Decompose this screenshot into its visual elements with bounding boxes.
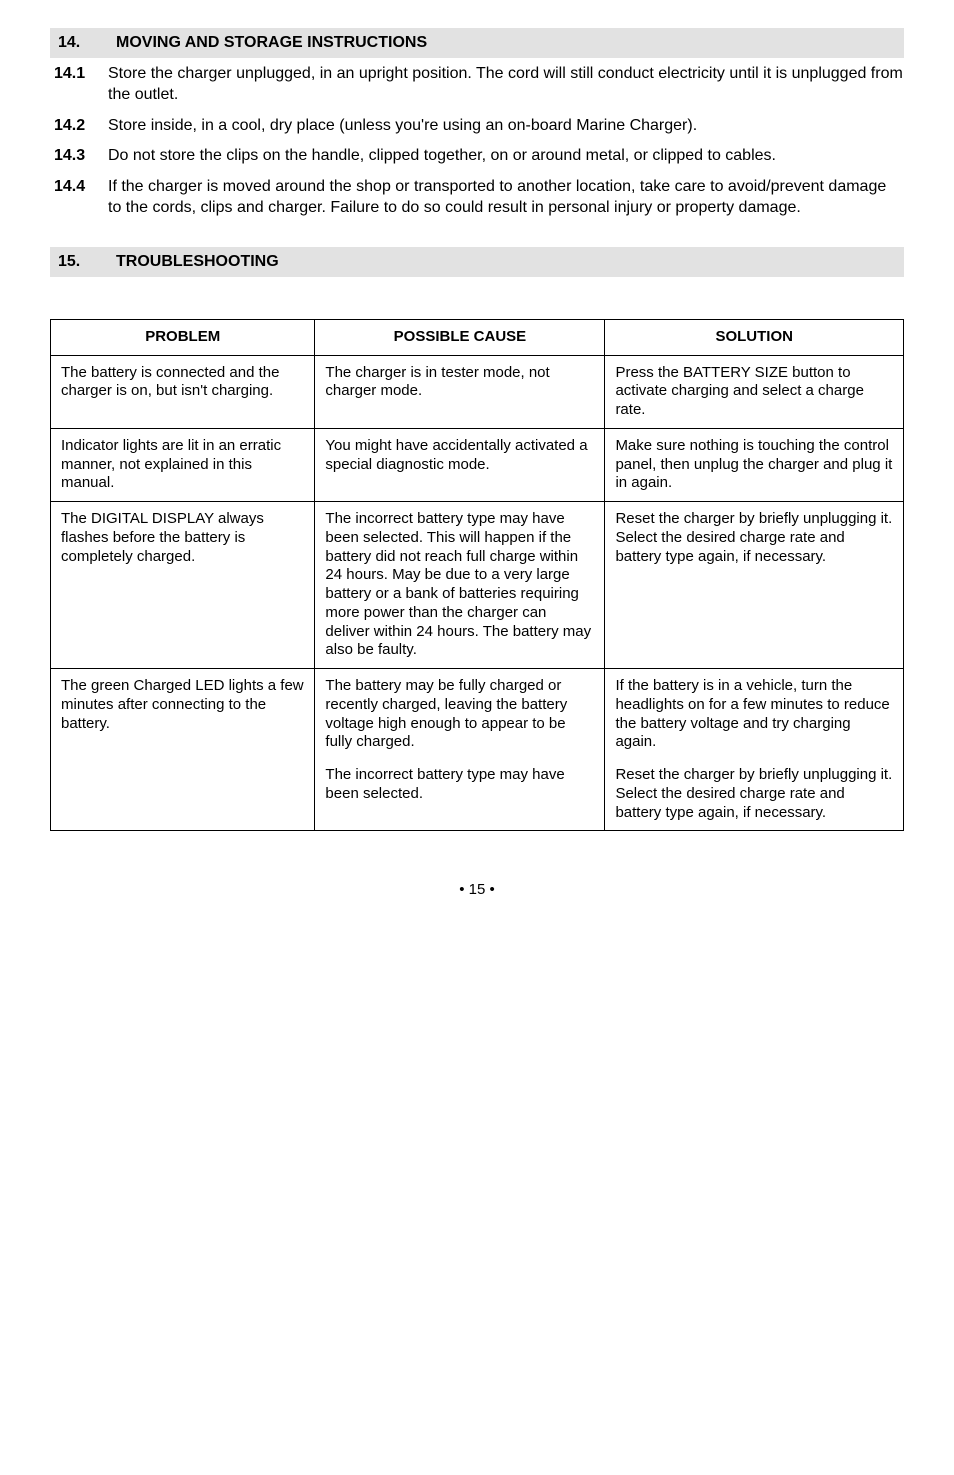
item-text: Store inside, in a cool, dry place (unle… bbox=[108, 116, 904, 137]
item-num: 14.1 bbox=[50, 64, 108, 106]
cell-problem: The DIGITAL DISPLAY always flashes befor… bbox=[51, 502, 315, 669]
item-num: 14.2 bbox=[50, 116, 108, 137]
cell-solution: Reset the charger by briefly unplugging … bbox=[605, 502, 904, 669]
col-cause: POSSIBLE CAUSE bbox=[315, 319, 605, 355]
section15-title: TROUBLESHOOTING bbox=[116, 253, 279, 271]
section14-num: 14. bbox=[58, 34, 116, 52]
item-num: 14.3 bbox=[50, 146, 108, 167]
cell-solution: Make sure nothing is touching the contro… bbox=[605, 428, 904, 501]
cell-problem: Indicator lights are lit in an erratic m… bbox=[51, 428, 315, 501]
table-header-row: PROBLEM POSSIBLE CAUSE SOLUTION bbox=[51, 319, 904, 355]
cause-block-a: The battery may be fully charged or rece… bbox=[325, 677, 594, 752]
item-14-4: 14.4 If the charger is moved around the … bbox=[50, 177, 904, 219]
cause-block-b: The incorrect battery type may have been… bbox=[325, 766, 594, 804]
item-14-2: 14.2 Store inside, in a cool, dry place … bbox=[50, 116, 904, 137]
item-num: 14.4 bbox=[50, 177, 108, 219]
solution-block-a: If the battery is in a vehicle, turn the… bbox=[615, 677, 893, 752]
item-14-1: 14.1 Store the charger unplugged, in an … bbox=[50, 64, 904, 106]
page-number: • 15 • bbox=[50, 881, 904, 898]
section15-header: 15. TROUBLESHOOTING bbox=[50, 247, 904, 277]
table-row: The DIGITAL DISPLAY always flashes befor… bbox=[51, 502, 904, 669]
section15-num: 15. bbox=[58, 253, 116, 271]
cell-cause: The charger is in tester mode, not charg… bbox=[315, 355, 605, 428]
item-14-3: 14.3 Do not store the clips on the handl… bbox=[50, 146, 904, 167]
cell-problem: The green Charged LED lights a few minut… bbox=[51, 669, 315, 831]
item-text: Do not store the clips on the handle, cl… bbox=[108, 146, 904, 167]
cell-solution: Press the BATTERY SIZE button to activat… bbox=[605, 355, 904, 428]
table-row: Indicator lights are lit in an erratic m… bbox=[51, 428, 904, 501]
cell-cause: You might have accidentally activated a … bbox=[315, 428, 605, 501]
page-container: 14. MOVING AND STORAGE INSTRUCTIONS 14.1… bbox=[0, 0, 954, 938]
item-text: Store the charger unplugged, in an uprig… bbox=[108, 64, 904, 106]
cell-cause: The incorrect battery type may have been… bbox=[315, 502, 605, 669]
cell-cause: The battery may be fully charged or rece… bbox=[315, 669, 605, 831]
section14-header: 14. MOVING AND STORAGE INSTRUCTIONS bbox=[50, 28, 904, 58]
section14-title: MOVING AND STORAGE INSTRUCTIONS bbox=[116, 34, 427, 52]
solution-block-b: Reset the charger by briefly unplugging … bbox=[615, 766, 893, 822]
table-row: The battery is connected and the charger… bbox=[51, 355, 904, 428]
troubleshooting-table: PROBLEM POSSIBLE CAUSE SOLUTION The batt… bbox=[50, 319, 904, 832]
cell-problem: The battery is connected and the charger… bbox=[51, 355, 315, 428]
col-solution: SOLUTION bbox=[605, 319, 904, 355]
cell-solution: If the battery is in a vehicle, turn the… bbox=[605, 669, 904, 831]
col-problem: PROBLEM bbox=[51, 319, 315, 355]
item-text: If the charger is moved around the shop … bbox=[108, 177, 904, 219]
table-row: The green Charged LED lights a few minut… bbox=[51, 669, 904, 831]
